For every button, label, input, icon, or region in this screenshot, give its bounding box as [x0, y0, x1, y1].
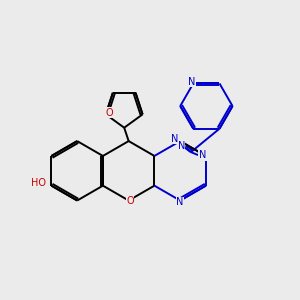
Text: N: N — [171, 134, 178, 144]
Text: N: N — [176, 197, 184, 207]
Text: N: N — [199, 150, 206, 160]
Text: N: N — [188, 77, 196, 87]
Text: N: N — [178, 141, 185, 151]
Text: O: O — [126, 196, 134, 206]
Text: O: O — [106, 108, 113, 118]
Text: HO: HO — [31, 178, 46, 188]
